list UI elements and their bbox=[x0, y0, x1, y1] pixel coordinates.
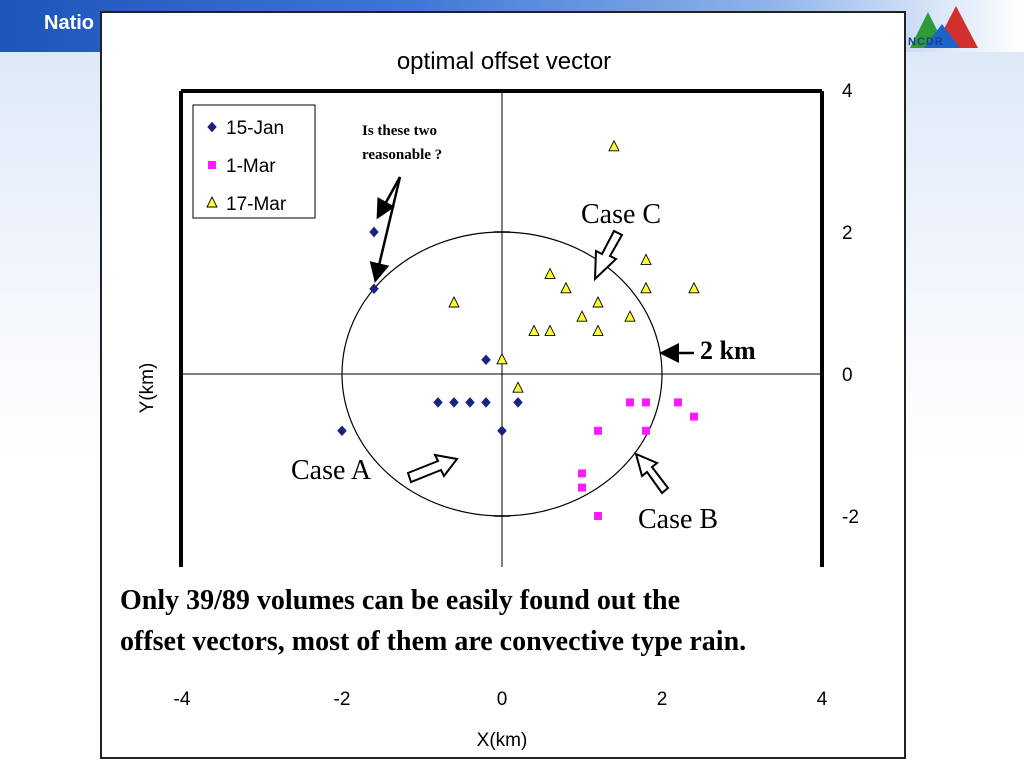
x-tick-label: 4 bbox=[817, 689, 828, 710]
legend-marker-17-Mar bbox=[206, 195, 218, 208]
data-point-17-Mar bbox=[592, 324, 604, 336]
data-point-15-Jan bbox=[449, 397, 459, 408]
data-point-15-Jan bbox=[433, 397, 443, 408]
x-tick-label: -4 bbox=[174, 689, 191, 710]
note-line-1: Only 39/89 volumes can be easily found o… bbox=[120, 585, 681, 616]
data-point-15-Jan bbox=[497, 425, 507, 437]
case-b-arrow bbox=[634, 452, 670, 495]
x-tick-label: 0 bbox=[497, 689, 508, 710]
question-annotation-line2: reasonable ? bbox=[362, 147, 442, 163]
legend-label: 1-Mar bbox=[226, 156, 276, 177]
data-point-17-Mar bbox=[560, 281, 572, 294]
legend-marker-1-Mar bbox=[208, 161, 216, 169]
data-point-15-Jan bbox=[337, 425, 347, 437]
data-point-17-Mar bbox=[624, 310, 636, 322]
summary-note: Only 39/89 volumes can be easily found o… bbox=[120, 580, 910, 662]
data-point-1-Mar bbox=[674, 398, 682, 407]
x-tick-label: 2 bbox=[657, 689, 668, 710]
data-point-17-Mar bbox=[528, 324, 540, 336]
legend-label: 15-Jan bbox=[226, 118, 284, 139]
data-point-15-Jan bbox=[465, 397, 475, 408]
data-point-1-Mar bbox=[642, 426, 650, 435]
data-point-17-Mar bbox=[544, 324, 556, 336]
case-a-label: Case A bbox=[291, 455, 372, 486]
data-point-1-Mar bbox=[578, 469, 586, 478]
data-point-17-Mar bbox=[576, 310, 588, 322]
data-point-1-Mar bbox=[690, 412, 698, 421]
question-arrow-upper bbox=[376, 176, 402, 220]
data-point-1-Mar bbox=[594, 426, 602, 435]
y-tick-label: 0 bbox=[842, 365, 853, 386]
data-point-17-Mar bbox=[640, 253, 652, 265]
logo-text: NCDR bbox=[908, 36, 944, 48]
data-point-17-Mar bbox=[688, 281, 700, 294]
data-point-17-Mar bbox=[448, 295, 460, 308]
note-backdrop bbox=[102, 567, 862, 669]
y-axis-label: Y(km) bbox=[137, 363, 158, 414]
data-point-17-Mar bbox=[544, 267, 556, 280]
data-point-1-Mar bbox=[594, 512, 602, 520]
question-annotation-line1: Is these two bbox=[362, 123, 437, 139]
case-a-arrow bbox=[406, 453, 459, 484]
legend-label: 17-Mar bbox=[226, 194, 287, 215]
data-point-17-Mar bbox=[608, 139, 620, 152]
case-c-arrow bbox=[593, 229, 624, 282]
data-point-17-Mar bbox=[512, 381, 524, 393]
data-point-15-Jan bbox=[513, 397, 523, 408]
data-point-15-Jan bbox=[369, 283, 379, 295]
y-tick-label: 2 bbox=[842, 223, 853, 244]
data-point-17-Mar bbox=[640, 281, 652, 294]
data-point-15-Jan bbox=[481, 354, 491, 366]
data-point-15-Jan bbox=[481, 397, 491, 408]
data-point-17-Mar bbox=[592, 295, 604, 308]
note-line-2: offset vectors, most of them are convect… bbox=[120, 626, 747, 657]
legend-marker-15-Jan bbox=[207, 121, 217, 133]
ncdr-logo bbox=[910, 6, 978, 48]
header-title: Natio bbox=[44, 12, 94, 34]
question-arrow-lower bbox=[369, 176, 402, 283]
y-tick-label: 4 bbox=[842, 81, 853, 102]
case-b-label: Case B bbox=[638, 504, 718, 535]
data-point-1-Mar bbox=[626, 398, 634, 407]
case-c-label: Case C bbox=[581, 199, 661, 230]
radius-label: 2 km bbox=[700, 336, 756, 365]
data-point-1-Mar bbox=[642, 398, 650, 407]
x-axis-label: X(km) bbox=[477, 730, 528, 751]
chart-title: optimal offset vector bbox=[397, 48, 611, 75]
data-point-15-Jan bbox=[369, 226, 379, 238]
data-point-1-Mar bbox=[578, 483, 586, 492]
x-tick-label: -2 bbox=[334, 689, 351, 710]
data-point-17-Mar bbox=[496, 352, 508, 365]
scatter-chart: optimal offset vector 4 2 0 -2 -4 -2 0 2 4 X(km) Y(… bbox=[137, 48, 859, 751]
y-tick-label: -2 bbox=[842, 507, 859, 528]
